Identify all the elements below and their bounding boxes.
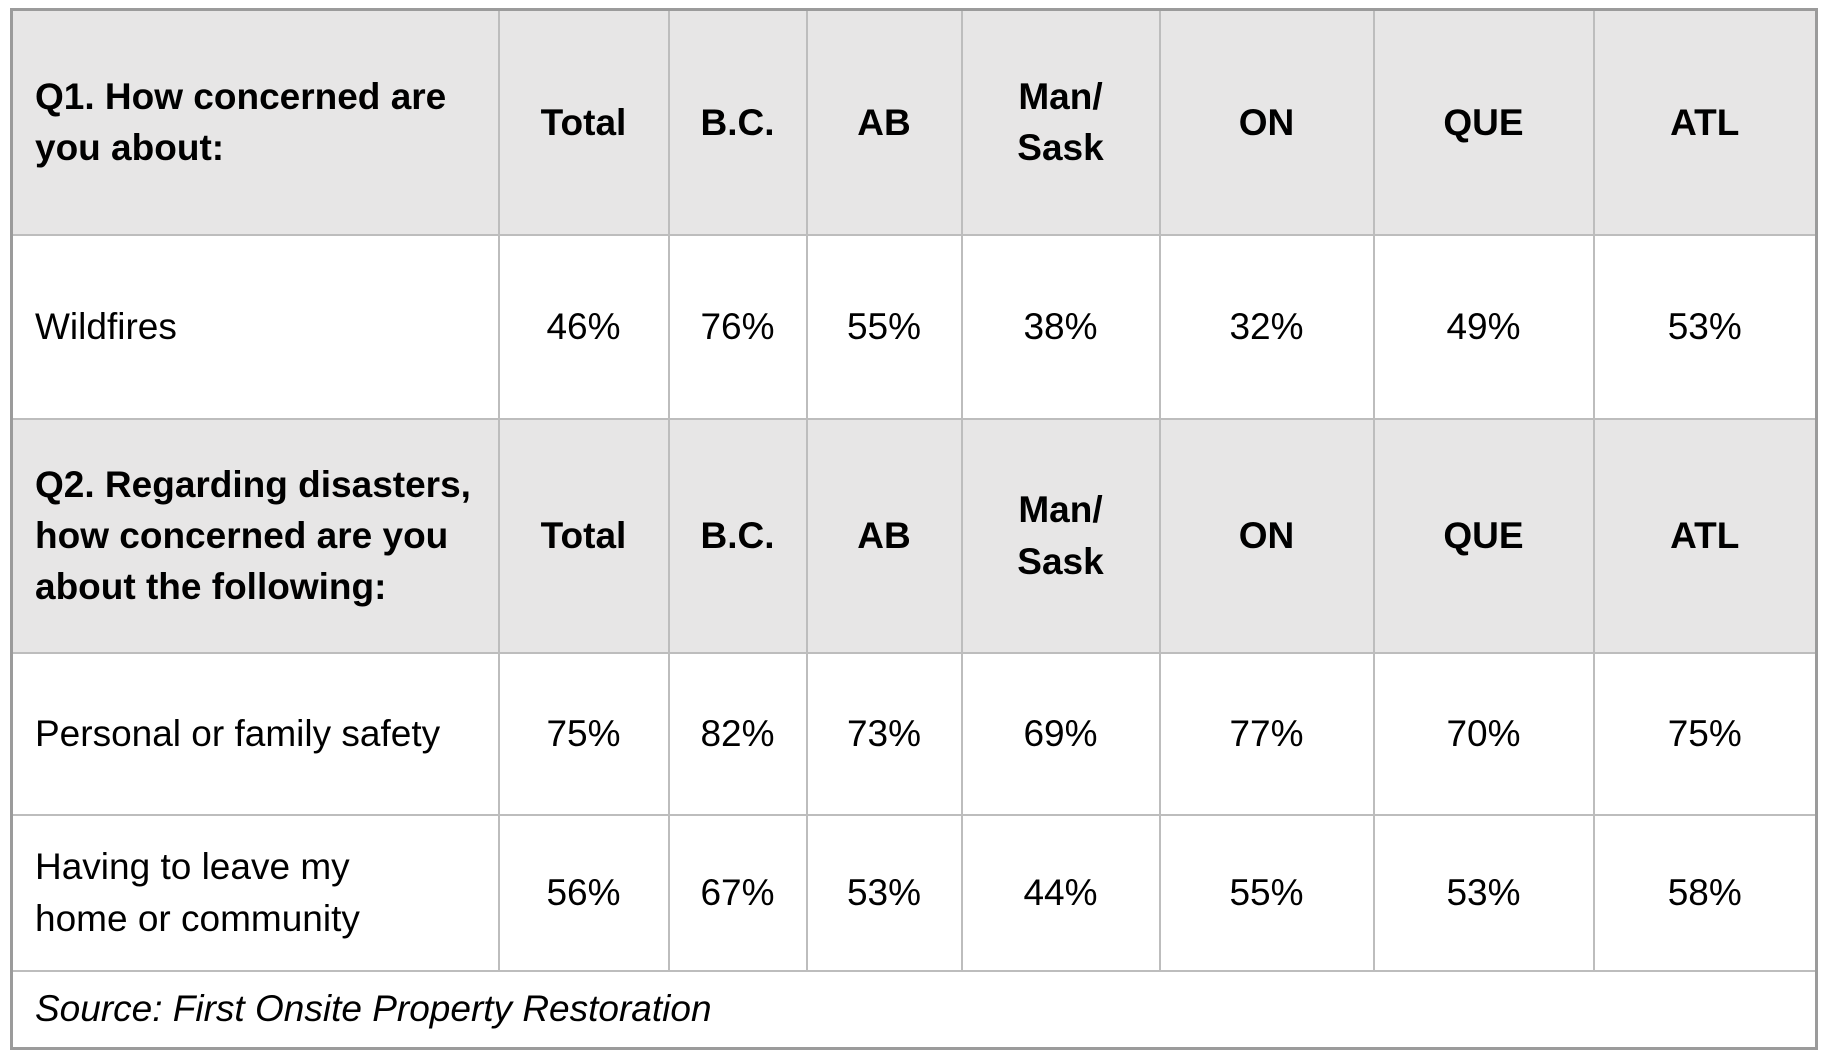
row-label-leave-home-community: Having to leave my home or community xyxy=(10,813,500,972)
leave-bc-value: 67% xyxy=(667,813,808,972)
wildfires-total-value: 46% xyxy=(497,233,670,420)
q2-column-header-total: Total xyxy=(497,417,670,654)
leave-que-value: 53% xyxy=(1372,813,1595,972)
wildfires-man-sask-value: 38% xyxy=(960,233,1161,420)
safety-bc-value: 82% xyxy=(667,651,808,816)
q1-column-header-que: QUE xyxy=(1372,8,1595,236)
q1-column-header-on: ON xyxy=(1158,8,1375,236)
leave-atl-value: 58% xyxy=(1592,813,1818,972)
row-label-personal-family-safety: Personal or family safety xyxy=(10,651,500,816)
leave-home-community-row: Having to leave my home or community 56%… xyxy=(10,813,1818,972)
q1-column-header-total: Total xyxy=(497,8,670,236)
leave-total-value: 56% xyxy=(497,813,670,972)
personal-family-safety-row: Personal or family safety 75% 82% 73% 69… xyxy=(10,651,1818,816)
safety-que-value: 70% xyxy=(1372,651,1595,816)
wildfires-atl-value: 53% xyxy=(1592,233,1818,420)
source-attribution: Source: First Onsite Property Restoratio… xyxy=(10,969,1818,1050)
safety-on-value: 77% xyxy=(1158,651,1375,816)
wildfires-que-value: 49% xyxy=(1372,233,1595,420)
q1-header-row: Q1. How concerned are you about: Total B… xyxy=(10,8,1818,236)
row-label-wildfires: Wildfires xyxy=(10,233,500,420)
q1-question-cell: Q1. How concerned are you about: xyxy=(10,8,500,236)
q2-column-header-atl: ATL xyxy=(1592,417,1818,654)
q1-column-header-man-sask: Man/ Sask xyxy=(960,8,1161,236)
leave-man-sask-value: 44% xyxy=(960,813,1161,972)
q2-column-header-man-sask: Man/ Sask xyxy=(960,417,1161,654)
safety-ab-value: 73% xyxy=(805,651,963,816)
q1-column-header-atl: ATL xyxy=(1592,8,1818,236)
q2-header-row: Q2. Regarding disasters, how concerned a… xyxy=(10,417,1818,654)
leave-ab-value: 53% xyxy=(805,813,963,972)
wildfires-bc-value: 76% xyxy=(667,233,808,420)
q1-column-header-bc: B.C. xyxy=(667,8,808,236)
q1-column-header-ab: AB xyxy=(805,8,963,236)
wildfires-on-value: 32% xyxy=(1158,233,1375,420)
safety-atl-value: 75% xyxy=(1592,651,1818,816)
q2-column-header-que: QUE xyxy=(1372,417,1595,654)
q2-column-header-on: ON xyxy=(1158,417,1375,654)
survey-results-table: Q1. How concerned are you about: Total B… xyxy=(10,8,1818,1050)
leave-on-value: 55% xyxy=(1158,813,1375,972)
safety-man-sask-value: 69% xyxy=(960,651,1161,816)
safety-total-value: 75% xyxy=(497,651,670,816)
q2-question-cell: Q2. Regarding disasters, how concerned a… xyxy=(10,417,500,654)
wildfires-row: Wildfires 46% 76% 55% 38% 32% 49% 53% xyxy=(10,233,1818,420)
q2-column-header-bc: B.C. xyxy=(667,417,808,654)
q2-column-header-ab: AB xyxy=(805,417,963,654)
source-row: Source: First Onsite Property Restoratio… xyxy=(10,969,1818,1050)
wildfires-ab-value: 55% xyxy=(805,233,963,420)
